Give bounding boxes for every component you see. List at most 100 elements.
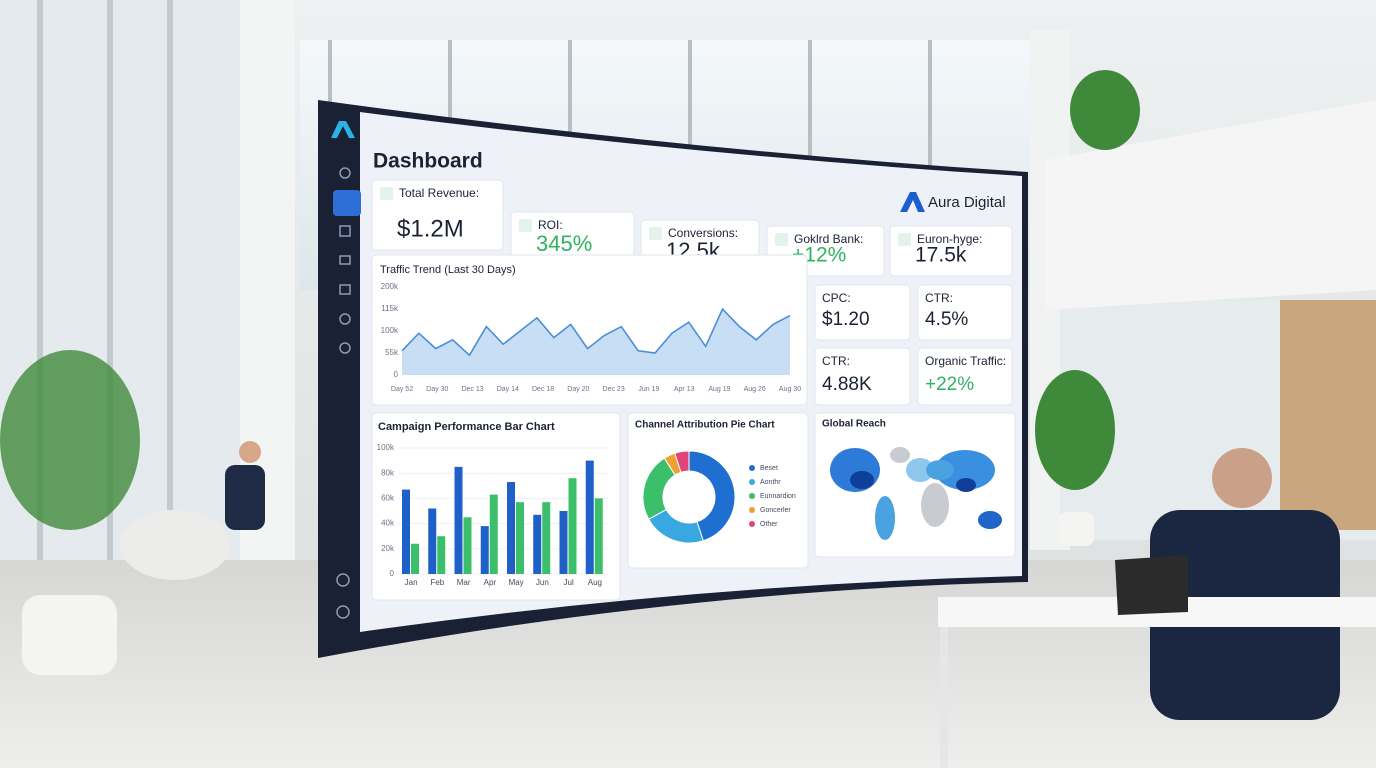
x-tick-label: Aug 19	[708, 386, 730, 393]
x-tick-label: Dec 13	[461, 386, 483, 393]
y-tick-label: 115k	[381, 304, 399, 313]
bar	[437, 536, 446, 574]
y-tick-label: 100k	[377, 443, 395, 452]
brand-name: Aura Digital	[928, 194, 1006, 211]
bar	[507, 482, 515, 574]
x-tick-label: May	[509, 578, 524, 587]
bar	[585, 460, 594, 574]
bar	[594, 498, 603, 574]
bar	[428, 508, 437, 574]
map-region	[890, 447, 910, 463]
card	[917, 347, 1013, 406]
map-region	[926, 460, 954, 480]
map-region	[921, 483, 949, 527]
legend-label: Goncerler	[760, 507, 791, 514]
y-tick-label: 100k	[381, 326, 399, 335]
map-region	[875, 496, 895, 540]
x-tick-label: Feb	[430, 578, 444, 587]
planter	[1058, 512, 1094, 546]
bar	[516, 502, 524, 574]
bar	[568, 478, 577, 574]
chart-title: Channel Attribution Pie Chart	[635, 420, 775, 431]
left-frames	[37, 0, 173, 640]
bar	[463, 517, 472, 574]
bar	[559, 511, 568, 574]
bar	[533, 514, 542, 574]
kpi-value: 4.5%	[925, 309, 968, 330]
kpi-value: $1.20	[822, 309, 870, 330]
balcony	[1045, 100, 1376, 310]
legend-label: Beset	[760, 465, 778, 472]
map-region	[956, 478, 976, 492]
y-tick-label: 0	[390, 569, 395, 578]
chart-title: Traffic Trend (Last 30 Days)	[380, 264, 516, 276]
kpi-label: Conversions:	[668, 226, 738, 240]
pie-slice	[674, 450, 690, 473]
legend-swatch	[749, 479, 755, 485]
wood-wall	[1280, 300, 1376, 530]
plant	[0, 70, 1140, 530]
planter	[22, 595, 117, 675]
map-region	[935, 450, 995, 490]
y-tick-label: 20k	[381, 544, 395, 553]
kpi-icon	[519, 219, 532, 232]
x-tick-label: Day 20	[567, 386, 589, 393]
brand-logo	[900, 192, 925, 212]
x-tick-label: Jan	[405, 578, 418, 587]
bar	[402, 489, 410, 574]
legend-swatch	[749, 493, 755, 499]
y-tick-label: 55k	[385, 348, 399, 357]
y-tick-label: 60k	[381, 494, 395, 503]
bar	[480, 526, 489, 574]
sidebar	[331, 121, 361, 619]
map-region	[906, 458, 934, 482]
legend-swatch	[749, 465, 755, 471]
x-tick-label: Jul	[564, 578, 574, 587]
map-region	[850, 471, 874, 489]
y-tick-label: 0	[394, 370, 399, 379]
x-tick-label: Dec 23	[603, 386, 625, 393]
x-tick-label: Jun 19	[638, 386, 659, 393]
bar	[542, 502, 551, 574]
kpi-label: Euron-hyge:	[917, 232, 982, 246]
kpi-label: ROI:	[538, 218, 563, 232]
card	[889, 225, 1013, 277]
x-tick-label: Day 30	[426, 386, 448, 393]
card	[814, 412, 1016, 558]
kpi-label: CPC:	[822, 291, 851, 305]
card	[917, 284, 1013, 341]
x-tick-label: Mar	[457, 578, 471, 587]
kpi-value: $1.2M	[397, 215, 464, 242]
card	[371, 179, 504, 251]
x-tick-label: Day 14	[497, 386, 519, 393]
x-tick-label: Aug 30	[779, 386, 801, 393]
traffic-line	[401, 307, 791, 357]
kpi-value: 345%	[536, 231, 592, 256]
pie-slice	[688, 450, 736, 542]
y-tick-label: 200k	[381, 282, 399, 291]
x-tick-label: Aug 26	[744, 386, 766, 393]
legend-swatch	[749, 507, 755, 513]
card	[814, 347, 911, 406]
kpi-icon	[649, 227, 662, 240]
x-tick-label: Apr 13	[674, 386, 695, 393]
y-tick-label: 40k	[381, 519, 395, 528]
map-region	[978, 511, 1002, 529]
x-tick-label: Day 52	[391, 386, 413, 393]
bar	[411, 543, 419, 574]
legend-label: Other	[760, 521, 778, 528]
legend-label: Aonthr	[760, 479, 781, 486]
people	[120, 441, 1376, 768]
legend-swatch	[749, 521, 755, 527]
bar	[454, 466, 463, 574]
kpi-label: CTR:	[822, 354, 850, 368]
kpi-icon	[775, 233, 788, 246]
page-title: Dashboard	[373, 150, 483, 173]
kpi-icon	[380, 187, 393, 200]
kpi-label: Goklrd Bank:	[794, 232, 863, 246]
x-tick-label: Dec 18	[532, 386, 554, 393]
y-tick-label: 80k	[381, 468, 395, 477]
kpi-value: 4.88K	[822, 374, 872, 395]
kpi-label: Total Revenue:	[399, 186, 479, 200]
kpi-label: CTR:	[925, 291, 953, 305]
